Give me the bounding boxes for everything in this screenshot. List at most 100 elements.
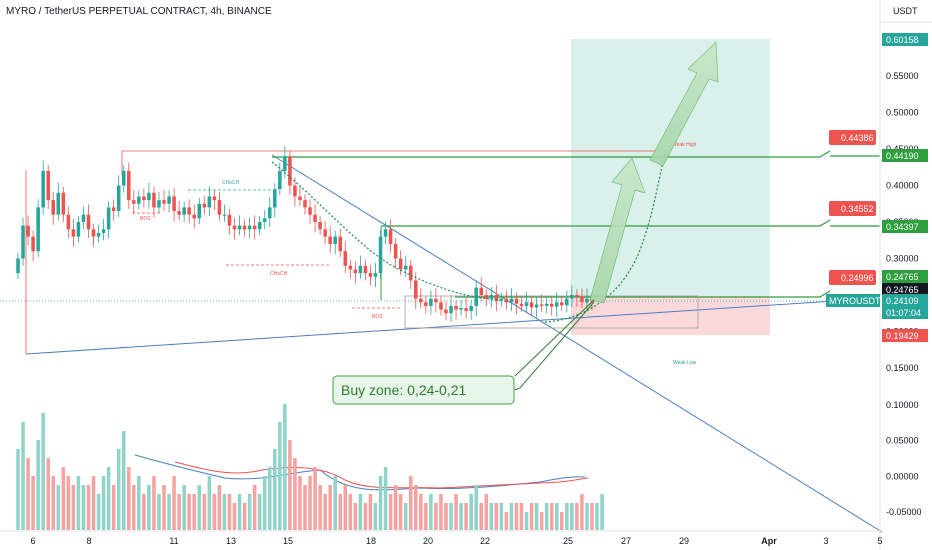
volume-bar [383,467,388,530]
volume-bar [313,467,317,530]
buy-zone-text: Buy zone: 0,24-0,21 [341,382,467,398]
candle-body [403,265,408,270]
time-tick-label: 29 [679,536,689,546]
volume-bar [202,494,207,530]
candle-body [222,214,227,216]
volume-bar [152,476,156,530]
volume-bar [142,494,146,530]
volume-bar [474,485,478,530]
volume-bar [338,494,343,530]
candle-body [343,251,348,266]
target-tag-2[interactable]: 0.34552 [829,201,876,216]
weak-high-label: Weak High [672,142,697,148]
candle-body [419,298,423,303]
volume-bar [489,503,494,530]
candle-body [247,225,252,230]
buy-zone-callout[interactable] [332,375,515,405]
candle-body [388,229,393,244]
candle-body [464,308,468,312]
candle-body [227,214,232,226]
candle-body [449,305,453,314]
currency-label[interactable]: USDT [893,6,918,16]
symbol-tag[interactable]: MYROUSDT.P [826,294,888,307]
volume-bar [328,485,332,530]
candle-body [101,229,106,233]
volume-bar [187,494,191,530]
volume-bar [393,485,398,530]
volume-bar [46,458,50,530]
volume-bar [278,422,282,530]
volume-bar [549,503,554,530]
candle-body [96,232,101,237]
volume-bar [293,458,297,530]
time-tick-label: 25 [563,536,573,546]
volume-bar [504,512,509,530]
candle-body [16,258,20,274]
svg-text:0.24765: 0.24765 [886,272,919,282]
svg-text:0.24996: 0.24996 [841,273,874,283]
candle-body [373,273,378,277]
time-tick-label: Apr [761,536,777,546]
candle-body [308,207,312,215]
candles [16,146,594,323]
candle-body [393,243,398,259]
candle-body [142,196,146,201]
volume-bar [403,503,408,530]
projection-arrow-1 [589,157,646,304]
volume-bar [429,494,433,530]
volume-bar [132,485,136,530]
candle-body [283,156,287,171]
target-tag-1[interactable]: 0.44386 [829,130,876,145]
price-tick-label: 0.15000 [886,363,919,373]
volume-bar [534,503,539,530]
trendline-down[interactable] [271,154,883,533]
svg-text:0.44386: 0.44386 [841,133,874,143]
candle-body [232,225,237,230]
volume-bar [232,503,237,530]
candle-body [565,298,569,306]
volume-bar [580,494,584,530]
volume-bar [182,485,186,530]
candle-body [147,192,151,201]
candle-body [273,189,277,208]
svg-text:01:07:04: 01:07:04 [886,308,921,318]
volume-bar [116,449,121,530]
candle-body [353,269,358,274]
volume-bar [111,485,116,530]
volume-bar [252,485,257,530]
volume-bar [424,503,428,530]
candle-body [328,236,332,244]
volume-bar [56,485,61,530]
volume-bar [81,485,86,530]
projection-arrow-2 [649,41,719,167]
volume-bar [459,503,463,530]
volume-tick-label: 0.05000 [886,436,919,446]
candle-body [454,305,458,310]
candle-body [116,185,121,212]
volume-bar [157,494,161,530]
candle-body [534,304,539,308]
price-tick-label: 0.30000 [886,254,919,264]
volume-bar [237,494,242,530]
candle-body [514,298,519,304]
price-tick-label: 0.55000 [886,71,919,81]
volume-bar [595,503,599,530]
level-line-mid[interactable] [381,219,831,227]
volume-bar [298,476,302,530]
bos-label-2: BOS [372,314,383,320]
currency-button[interactable] [884,2,928,18]
level-line-top[interactable] [272,150,831,158]
target-tag-3[interactable]: 0.24996 [829,270,876,285]
volume-bar [121,431,126,530]
candle-body [303,200,307,208]
candle-body [177,211,181,215]
volume-bar [373,503,378,530]
candle-body [278,170,282,190]
candle-body [524,302,529,306]
svg-text:0.19429: 0.19429 [886,331,919,341]
trendline-up[interactable] [25,297,881,355]
price-tag-level-2: 0.34397 [882,220,928,233]
profit-zone [571,39,770,296]
